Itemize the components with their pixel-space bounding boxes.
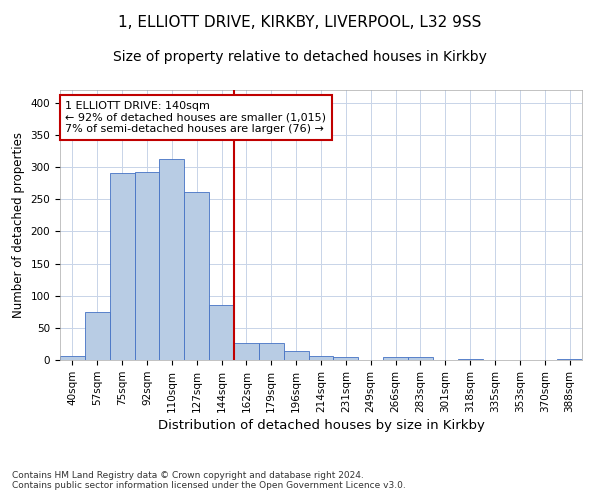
Bar [458, 358, 482, 360]
Bar [334, 357, 358, 360]
Bar [60, 356, 85, 360]
Bar [184, 192, 209, 360]
Bar [284, 351, 308, 360]
Bar [160, 160, 184, 360]
Text: 1 ELLIOTT DRIVE: 140sqm
← 92% of detached houses are smaller (1,015)
7% of semi-: 1 ELLIOTT DRIVE: 140sqm ← 92% of detache… [65, 101, 326, 134]
X-axis label: Distribution of detached houses by size in Kirkby: Distribution of detached houses by size … [158, 419, 484, 432]
Bar [134, 172, 160, 360]
Bar [85, 312, 110, 360]
Bar [234, 342, 259, 360]
Text: Contains HM Land Registry data © Crown copyright and database right 2024.
Contai: Contains HM Land Registry data © Crown c… [12, 470, 406, 490]
Bar [308, 356, 334, 360]
Bar [110, 173, 134, 360]
Bar [557, 358, 582, 360]
Text: 1, ELLIOTT DRIVE, KIRKBY, LIVERPOOL, L32 9SS: 1, ELLIOTT DRIVE, KIRKBY, LIVERPOOL, L32… [118, 15, 482, 30]
Bar [383, 358, 408, 360]
Y-axis label: Number of detached properties: Number of detached properties [12, 132, 25, 318]
Bar [259, 342, 284, 360]
Bar [408, 358, 433, 360]
Bar [209, 304, 234, 360]
Text: Size of property relative to detached houses in Kirkby: Size of property relative to detached ho… [113, 50, 487, 64]
